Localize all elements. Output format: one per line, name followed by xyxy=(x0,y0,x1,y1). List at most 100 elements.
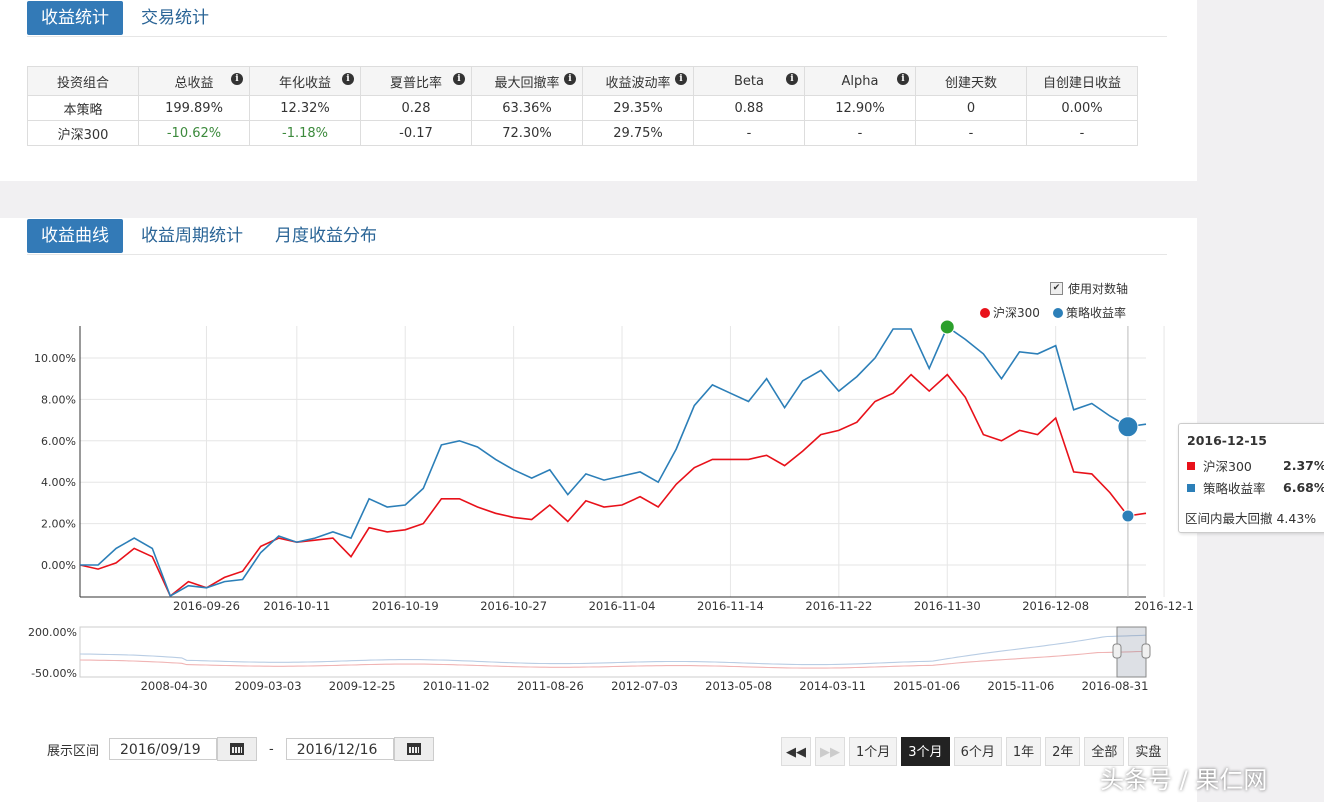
end-calendar-button[interactable] xyxy=(393,737,434,761)
tooltip-series-name: 沪深300 xyxy=(1203,459,1252,474)
tab-trade-stats[interactable]: 交易统计 xyxy=(141,8,209,28)
square-icon xyxy=(1187,461,1195,470)
calendar-icon xyxy=(406,743,421,755)
tab-period-stats[interactable]: 收益周期统计 xyxy=(141,226,243,246)
column-header: 创建天数 xyxy=(915,66,1027,96)
tooltip-date: 2016-12-15 xyxy=(1187,433,1267,448)
navigator-x-tick: 2014-03-11 xyxy=(799,679,866,693)
x-tick-label: 2016-11-04 xyxy=(589,599,656,613)
navigator-x-tick: 2012-07-03 xyxy=(611,679,678,693)
start-date-input[interactable]: 2016/09/19 xyxy=(109,738,218,760)
stats-table: 投资组合 总收益 i 年化收益 i 夏普比率 i 最大回撤率 i 收益波动率 i Beta i Alpha… xyxy=(27,66,1138,146)
x-tick-label: 2016-10-11 xyxy=(263,599,330,613)
hover-point-marker xyxy=(1117,416,1139,438)
y-tick-label: 0.00% xyxy=(41,559,76,572)
log-axis-label: 使用对数轴 xyxy=(1068,282,1129,296)
navigator-handle-left[interactable] xyxy=(1112,643,1122,659)
log-axis-toggle[interactable]: ✔ 使用对数轴 xyxy=(1050,280,1128,297)
range-live-button[interactable]: 实盘 xyxy=(1128,737,1169,766)
y-tick-label: 8.00% xyxy=(41,393,76,406)
range-1y-button[interactable]: 1年 xyxy=(1005,737,1042,766)
info-icon[interactable]: i xyxy=(675,73,687,85)
range-buttons: ◀◀ ▶▶ 1个月 3个月 6个月 1年 2年 全部 实盘 xyxy=(781,737,1172,766)
tooltip-row-strategy: 策略收益率 6.68% xyxy=(1187,478,1324,497)
info-icon[interactable]: i xyxy=(453,73,465,85)
table-cell: 沪深300 xyxy=(27,120,139,146)
tab-monthly-distribution[interactable]: 月度收益分布 xyxy=(275,226,377,246)
return-chart[interactable]: 10.00% 8.00% 6.00% 4.00% 2.00% 0.00% 2016-09-… xyxy=(0,0,1197,700)
navigator-selection[interactable] xyxy=(1116,626,1147,678)
y-tick-label: 6.00% xyxy=(41,435,76,448)
tab-divider xyxy=(27,36,1167,37)
column-header-label: 收益波动率 xyxy=(605,75,671,91)
column-header-label: 投资组合 xyxy=(56,75,109,91)
info-icon[interactable]: i xyxy=(897,73,909,85)
checkbox-checked-icon[interactable]: ✔ xyxy=(1050,282,1063,295)
tab-return-curve[interactable]: 收益曲线 xyxy=(27,219,123,253)
table-row: 本策略 199.89% 12.32% 0.28 63.36% 29.35% 0.88 12.9… xyxy=(27,95,1138,121)
tooltip-series-value: 2.37% xyxy=(1283,458,1324,473)
tooltip-row-hs300: 沪深300 2.37% xyxy=(1187,456,1324,475)
legend-item-strategy[interactable]: 策略收益率 xyxy=(1053,304,1126,321)
info-icon[interactable]: i xyxy=(342,73,354,85)
table-cell: 63.36% xyxy=(471,95,583,121)
y-tick-label: 4.00% xyxy=(41,476,76,489)
navigator-x-tick: 2009-12-25 xyxy=(329,679,396,693)
tab-returns-stats[interactable]: 收益统计 xyxy=(27,1,123,35)
tooltip-series-value: 6.68% xyxy=(1283,480,1324,495)
range-all-button[interactable]: 全部 xyxy=(1084,737,1125,766)
range-2y-button[interactable]: 2年 xyxy=(1045,737,1081,766)
tooltip-drawdown: 区间内最大回撤 4.43% xyxy=(1185,511,1317,526)
legend-label: 沪深300 xyxy=(993,306,1040,320)
table-cell: - xyxy=(693,120,805,146)
table-cell: -1.18% xyxy=(249,120,361,146)
column-header-label: Alpha xyxy=(841,73,879,89)
column-header: Alpha i xyxy=(804,66,916,96)
column-header-label: 自创建日收益 xyxy=(1042,75,1121,91)
column-header: 夏普比率 i xyxy=(360,66,472,96)
navigator-series-line xyxy=(79,634,1147,666)
info-icon[interactable]: i xyxy=(564,73,576,85)
column-header-label: 最大回撤率 xyxy=(494,75,560,91)
column-header-label: 年化收益 xyxy=(278,75,331,91)
legend-item-hs300[interactable]: 沪深300 xyxy=(980,304,1040,321)
range-3m-button[interactable]: 3个月 xyxy=(901,737,950,766)
info-icon[interactable]: i xyxy=(786,73,798,85)
table-row: 沪深300 -10.62% -1.18% -0.17 72.30% 29.75% - - - - xyxy=(27,120,1138,146)
date-range: 展示区间 2016/09/19 - 2016/12/16 xyxy=(47,737,434,761)
info-icon[interactable]: i xyxy=(231,73,243,85)
table-cell: 本策略 xyxy=(27,95,139,121)
table-cell: -10.62% xyxy=(138,120,250,146)
table-cell: - xyxy=(1026,120,1138,146)
navigator-x-tick: 2011-08-26 xyxy=(517,679,584,693)
end-date-input[interactable]: 2016/12/16 xyxy=(285,738,394,760)
navigator-x-tick: 2009-03-03 xyxy=(235,679,302,693)
navigator-frame[interactable] xyxy=(79,626,1147,678)
column-header: 自创建日收益 xyxy=(1026,66,1138,96)
start-calendar-button[interactable] xyxy=(217,737,258,761)
series-line-strategy[interactable] xyxy=(80,325,1147,598)
range-6m-button[interactable]: 6个月 xyxy=(953,737,1002,766)
column-header-label: 夏普比率 xyxy=(389,75,442,91)
table-cell: 0.00% xyxy=(1026,95,1138,121)
x-tick-label: 2016-11-22 xyxy=(805,599,872,613)
next-period-button[interactable]: ▶▶ xyxy=(815,737,845,766)
y-tick-label: 2.00% xyxy=(41,518,76,531)
column-header-label: Beta xyxy=(734,73,764,89)
series-line-hs300[interactable] xyxy=(79,373,1147,598)
y-tick-label: 10.00% xyxy=(34,352,76,365)
x-tick-label: 2016-12-1 xyxy=(1134,599,1194,613)
table-cell: 72.30% xyxy=(471,120,583,146)
chart-tooltip: 2016-12-15 沪深300 2.37% 策略收益率 6.68% 区间内最大… xyxy=(1178,423,1324,533)
column-header-label: 总收益 xyxy=(174,75,214,91)
navigator-x-tick: 2016-08-31 xyxy=(1082,679,1149,693)
column-header: 总收益 i xyxy=(138,66,250,96)
navigator-y-tick: -50.00% xyxy=(31,667,77,680)
x-tick-label: 2016-11-14 xyxy=(697,599,764,613)
range-1m-button[interactable]: 1个月 xyxy=(849,737,898,766)
prev-period-button[interactable]: ◀◀ xyxy=(781,737,811,766)
navigator-x-tick: 2015-11-06 xyxy=(987,679,1054,693)
navigator-handle-right[interactable] xyxy=(1141,643,1151,659)
chart-tabs: 收益曲线 收益周期统计 月度收益分布 xyxy=(27,218,395,254)
range-separator: - xyxy=(269,741,274,757)
